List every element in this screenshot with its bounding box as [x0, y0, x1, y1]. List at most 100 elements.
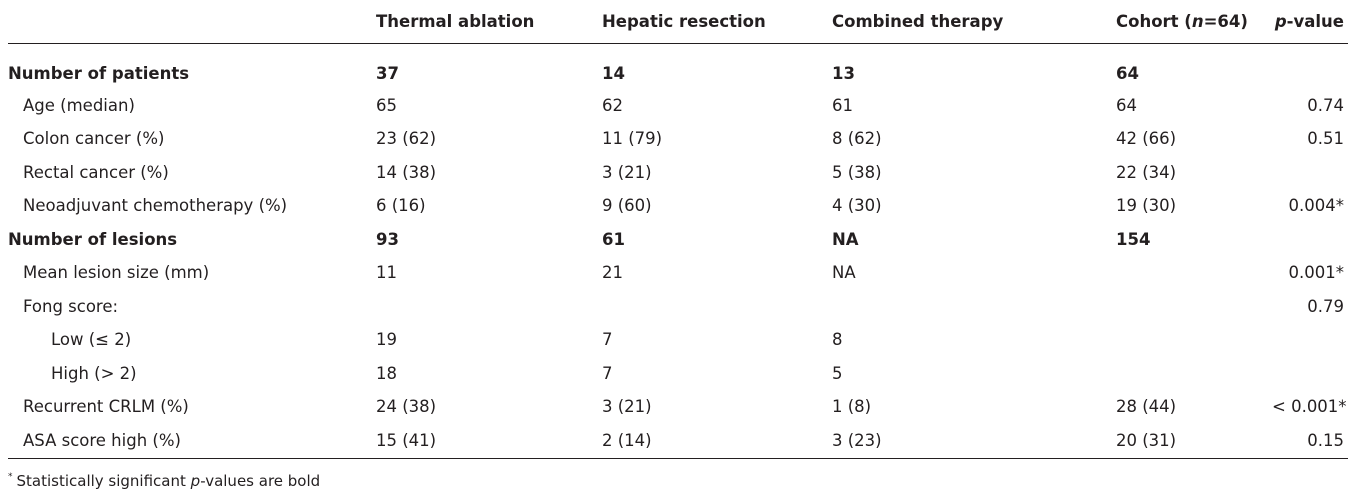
row-label: High (> 2) [51, 363, 137, 383]
table-row: Low (≤ 2) 19 7 8 [8, 323, 1348, 357]
baseline-characteristics-table-container: Thermal ablation Hepatic resection Combi… [8, 0, 1348, 459]
header-cohort: Cohort (n=64) [1116, 0, 1272, 44]
header-hepatic-resection: Hepatic resection [602, 0, 832, 44]
cell-hepatic-resection: 14 [602, 63, 625, 83]
cell-p-value [1272, 156, 1348, 190]
cell-hepatic-resection: 2 (14) [602, 423, 832, 459]
cell-thermal-ablation: 11 [376, 263, 397, 283]
header-cohort-n: n [1191, 11, 1204, 31]
cell-cohort: 22 (34) [1116, 162, 1177, 182]
cell-cohort: 28 (44) [1116, 397, 1177, 417]
table-row: Mean lesion size (mm) 11 21 NA 0.001* [8, 256, 1348, 290]
cell-hepatic-resection: 7 [602, 330, 613, 350]
cell-p-value: 0.51 [1307, 129, 1344, 149]
cell-combined-therapy: 8 (62) [832, 129, 882, 149]
row-label: Age (median) [23, 95, 135, 115]
header-combined-therapy: Combined therapy [832, 0, 1116, 44]
row-label: Low (≤ 2) [51, 330, 132, 350]
footnote-text-italic: p [190, 472, 201, 490]
cell-p-value [1272, 223, 1348, 257]
cell-thermal-ablation [376, 290, 602, 324]
cell-cohort: 20 (31) [1116, 423, 1272, 459]
table-row: Neoadjuvant chemotherapy (%) 6 (16) 9 (60)… [8, 189, 1348, 223]
header-p-italic: p [1274, 11, 1287, 31]
cell-cohort: 19 (30) [1116, 196, 1177, 216]
header-p-suffix: -value [1286, 11, 1344, 31]
cell-combined-therapy: 61 [832, 95, 853, 115]
cell-hepatic-resection: 3 (21) [602, 162, 652, 182]
cell-thermal-ablation: 15 (41) [376, 423, 602, 459]
footnote-text-before: Statistically significant [16, 472, 191, 490]
row-label: Neoadjuvant chemotherapy (%) [23, 196, 288, 216]
cell-hepatic-resection: 3 (21) [602, 397, 652, 417]
cell-thermal-ablation: 14 (38) [376, 162, 437, 182]
cell-p-value: 0.74 [1307, 95, 1344, 115]
table-header: Thermal ablation Hepatic resection Combi… [8, 0, 1348, 44]
cell-p-value: 0.001* [1288, 263, 1345, 283]
cell-hepatic-resection: 21 [602, 263, 623, 283]
cell-thermal-ablation: 18 [376, 363, 397, 383]
cell-combined-therapy: 4 (30) [832, 196, 882, 216]
table-row: High (> 2) 18 7 5 [8, 357, 1348, 391]
table-row: ASA score high (%) 15 (41) 2 (14) 3 (23) 20 … [8, 423, 1348, 459]
cell-hepatic-resection [602, 290, 832, 324]
cell-cohort: 64 [1116, 95, 1137, 115]
cell-p-value: 0.004* [1288, 196, 1345, 216]
table-row: Colon cancer (%) 23 (62) 11 (79) 8 (62) 42 (… [8, 122, 1348, 156]
cell-combined-therapy: 13 [832, 63, 855, 83]
cell-p-value [1272, 323, 1348, 357]
row-label: Mean lesion size (mm) [23, 263, 210, 283]
header-cohort-prefix: Cohort ( [1116, 11, 1192, 31]
header-label [8, 0, 376, 44]
cell-p-value: 0.79 [1307, 296, 1344, 316]
cell-thermal-ablation: 6 (16) [376, 196, 426, 216]
row-label: Fong score: [23, 296, 119, 316]
cell-combined-therapy: NA [832, 263, 856, 283]
cell-thermal-ablation: 65 [376, 95, 397, 115]
cell-cohort: 154 [1116, 229, 1151, 249]
cell-combined-therapy: NA [832, 229, 859, 249]
cell-combined-therapy: 5 (38) [832, 162, 882, 182]
footnote-marker: * [8, 472, 13, 482]
cell-thermal-ablation: 24 (38) [376, 397, 437, 417]
cell-combined-therapy: 8 [832, 330, 843, 350]
cell-combined-therapy: 5 [832, 363, 843, 383]
row-label: Number of patients [8, 63, 190, 83]
cell-hepatic-resection: 61 [602, 229, 625, 249]
table-row: Number of lesions 93 61 NA 154 [8, 223, 1348, 257]
cell-hepatic-resection: 7 [602, 363, 613, 383]
table-row: Rectal cancer (%) 14 (38) 3 (21) 5 (38) 22 (… [8, 156, 1348, 190]
cell-cohort [1116, 357, 1272, 391]
header-thermal-ablation: Thermal ablation [376, 0, 602, 44]
table-row: Recurrent CRLM (%) 24 (38) 3 (21) 1 (8) 28 (… [8, 390, 1348, 424]
header-p-value: p-value [1272, 0, 1348, 44]
cell-combined-therapy: 1 (8) [832, 397, 872, 417]
cell-p-value [1272, 357, 1348, 391]
table-row: Fong score: 0.79 [8, 290, 1348, 324]
row-label: Recurrent CRLM (%) [23, 397, 189, 417]
baseline-characteristics-table: Thermal ablation Hepatic resection Combi… [8, 0, 1348, 459]
cell-hepatic-resection: 62 [602, 95, 623, 115]
header-cohort-suffix: =64) [1203, 11, 1248, 31]
cell-thermal-ablation: 37 [376, 63, 399, 83]
cell-p-value: < 0.001* [1272, 397, 1347, 417]
table-body: Number of patients 37 14 13 64 Age (median) 65… [8, 43, 1348, 459]
cell-cohort [1116, 323, 1272, 357]
cell-cohort [1116, 290, 1272, 324]
cell-thermal-ablation: 93 [376, 229, 399, 249]
table-row: Age (median) 65 62 61 64 0.74 [8, 89, 1348, 123]
cell-p-value [1272, 43, 1348, 89]
cell-cohort: 64 [1116, 63, 1139, 83]
cell-combined-therapy [832, 290, 1116, 324]
row-label: ASA score high (%) [8, 423, 376, 459]
cell-thermal-ablation: 23 (62) [376, 129, 437, 149]
table-footnote: * Statistically significant p-values are … [8, 472, 320, 490]
cell-p-value: 0.15 [1272, 423, 1348, 459]
cell-cohort [1116, 256, 1272, 290]
cell-combined-therapy: 3 (23) [832, 423, 1116, 459]
row-label: Rectal cancer (%) [23, 162, 169, 182]
cell-hepatic-resection: 11 (79) [602, 129, 663, 149]
header-row: Thermal ablation Hepatic resection Combi… [8, 0, 1348, 44]
row-label: Number of lesions [8, 229, 178, 249]
row-label: Colon cancer (%) [23, 129, 165, 149]
